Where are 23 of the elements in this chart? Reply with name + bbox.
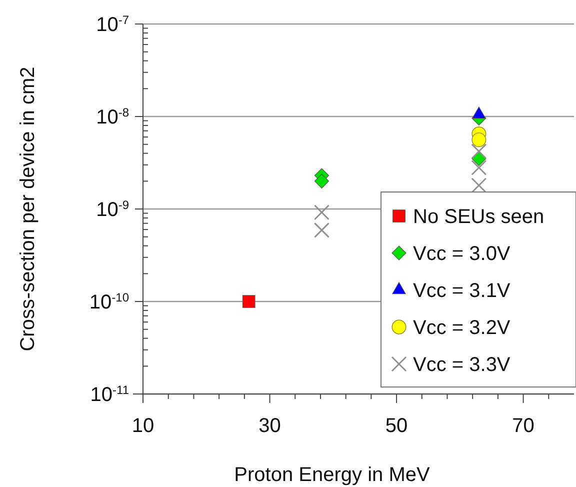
x-tick-label: 70 [512,415,534,437]
point [471,144,487,160]
y-tick-label: 10$^{-11}$ [90,383,130,406]
y-axis-title: Cross-section per device in cm2 [17,66,39,352]
legend-label: Vcc = 3.1V [413,280,511,302]
y-tick-label: 10$^{-10}$ [89,290,130,314]
point [471,160,487,176]
legend-label: Vcc = 3.2V [413,317,511,339]
legend-label: Vcc = 3.3V [413,354,511,376]
x-tick-label: 50 [385,415,408,437]
point [314,222,330,238]
x-tick-label: 30 [258,415,281,437]
y-tick-label: 10$^{-9}$ [96,198,130,221]
point [242,295,256,308]
y-tick-label: 10$^{-8}$ [96,106,130,128]
x-tick-label: 10 [132,415,154,437]
legend-label: Vcc = 3.0V [413,243,511,265]
point [472,132,486,147]
x-axis-title: Proton Energy in MeV [234,464,430,486]
legend-label: No SEUs seen [413,206,544,228]
point [314,174,330,188]
y-tick-label: 10$^{-7}$ [96,13,130,36]
point [314,204,330,220]
